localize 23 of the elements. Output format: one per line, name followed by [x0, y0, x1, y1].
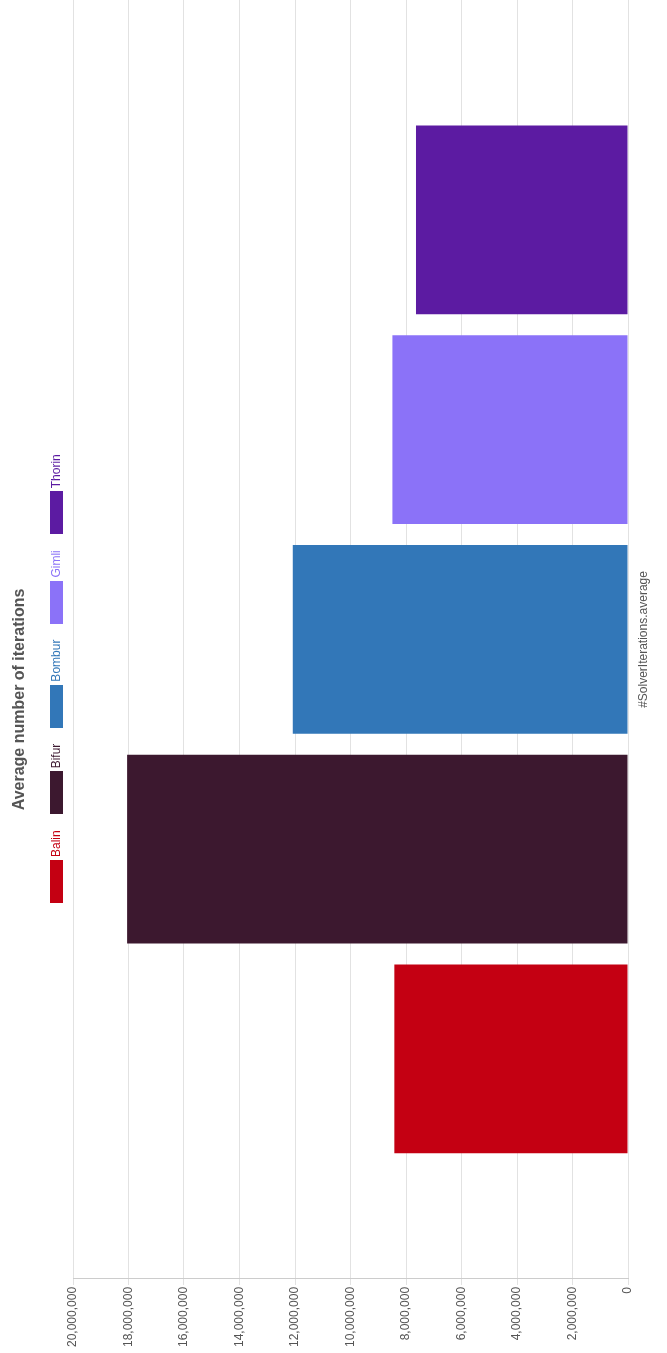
bar [292, 545, 628, 734]
y-tick-label: #SolverIterations.average [636, 570, 651, 708]
x-tick-label: 6,000,000 [453, 1286, 468, 1341]
text: Thorin [49, 454, 63, 489]
x-tick-label: 2,000,000 [564, 1286, 579, 1341]
bar [127, 754, 628, 944]
text: Average number of iterations [10, 588, 28, 811]
x-tick-label: 8,000,000 [398, 1286, 413, 1341]
bar [392, 335, 628, 525]
x-tick-label: 4,000,000 [509, 1286, 524, 1341]
text: Balin [49, 830, 63, 857]
x-tick-label: 0 [620, 1286, 635, 1294]
x-tick-label: 20,000,000 [65, 1286, 80, 1347]
bar [415, 125, 628, 315]
text: Bombur [49, 639, 63, 682]
bar [394, 964, 628, 1154]
x-tick-label: 10,000,000 [342, 1286, 357, 1347]
x-tick-label: 12,000,000 [287, 1286, 302, 1347]
x-tick-label: 14,000,000 [231, 1286, 246, 1347]
text: Bifur [49, 743, 63, 769]
text: Gimli [49, 550, 63, 578]
x-tick-label: 18,000,000 [120, 1286, 135, 1347]
x-tick-label: 16,000,000 [176, 1286, 191, 1347]
